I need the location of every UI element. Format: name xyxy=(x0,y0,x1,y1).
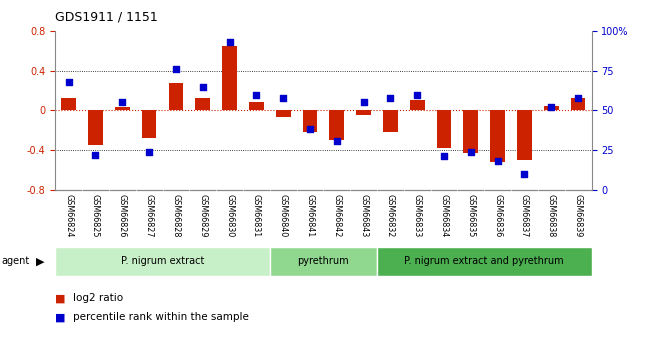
Point xyxy=(171,66,181,72)
Text: agent: agent xyxy=(1,256,29,266)
Text: pyrethrum: pyrethrum xyxy=(298,256,349,266)
Point xyxy=(305,127,315,132)
Point xyxy=(198,84,208,89)
Bar xyxy=(571,98,586,110)
Bar xyxy=(196,99,210,110)
Text: GSM66833: GSM66833 xyxy=(413,194,422,238)
Bar xyxy=(383,110,398,132)
Text: GSM66832: GSM66832 xyxy=(386,194,395,238)
Text: GSM66842: GSM66842 xyxy=(332,194,341,238)
Text: P. nigrum extract: P. nigrum extract xyxy=(121,256,204,266)
Text: GSM66836: GSM66836 xyxy=(493,194,502,238)
Text: GSM66830: GSM66830 xyxy=(225,194,234,238)
Bar xyxy=(517,110,532,160)
Point xyxy=(224,39,235,45)
Bar xyxy=(115,107,129,110)
Text: ■: ■ xyxy=(55,294,66,303)
Bar xyxy=(222,46,237,110)
Text: GSM66825: GSM66825 xyxy=(91,194,100,238)
Text: GSM66838: GSM66838 xyxy=(547,194,556,238)
Text: GSM66828: GSM66828 xyxy=(172,194,181,238)
Text: GSM66827: GSM66827 xyxy=(144,194,153,238)
Point xyxy=(465,149,476,155)
Bar xyxy=(377,247,592,276)
Text: GDS1911 / 1151: GDS1911 / 1151 xyxy=(55,10,158,23)
Point xyxy=(251,92,261,97)
Point xyxy=(278,95,289,100)
Text: GSM66840: GSM66840 xyxy=(279,194,288,238)
Text: GSM66843: GSM66843 xyxy=(359,194,368,238)
Point xyxy=(385,95,396,100)
Text: ▶: ▶ xyxy=(36,256,44,266)
Bar xyxy=(463,110,478,153)
Bar xyxy=(303,110,317,132)
Bar xyxy=(544,106,558,110)
Bar xyxy=(168,82,183,110)
Text: GSM66831: GSM66831 xyxy=(252,194,261,238)
Text: percentile rank within the sample: percentile rank within the sample xyxy=(73,313,250,322)
Bar xyxy=(437,110,451,148)
Point xyxy=(90,152,101,158)
Point xyxy=(439,154,449,159)
Text: GSM66835: GSM66835 xyxy=(466,194,475,238)
Point xyxy=(412,92,423,97)
Bar xyxy=(490,110,505,162)
Text: GSM66824: GSM66824 xyxy=(64,194,73,238)
Point xyxy=(493,158,503,164)
Bar xyxy=(249,102,264,110)
Bar xyxy=(270,247,377,276)
Text: GSM66839: GSM66839 xyxy=(573,194,582,238)
Bar xyxy=(55,247,270,276)
Point xyxy=(546,105,556,110)
Text: log2 ratio: log2 ratio xyxy=(73,294,124,303)
Point xyxy=(573,95,583,100)
Point xyxy=(64,79,74,85)
Text: GSM66829: GSM66829 xyxy=(198,194,207,238)
Bar xyxy=(276,110,291,117)
Point xyxy=(332,138,342,143)
Bar xyxy=(88,110,103,145)
Text: GSM66826: GSM66826 xyxy=(118,194,127,238)
Bar xyxy=(142,110,157,138)
Bar xyxy=(330,110,344,140)
Point xyxy=(358,100,369,105)
Text: GSM66834: GSM66834 xyxy=(439,194,448,238)
Text: GSM66837: GSM66837 xyxy=(520,194,529,238)
Text: P. nigrum extract and pyrethrum: P. nigrum extract and pyrethrum xyxy=(404,256,564,266)
Point xyxy=(144,149,154,155)
Point xyxy=(519,171,530,177)
Bar xyxy=(356,110,371,115)
Text: GSM66841: GSM66841 xyxy=(306,194,315,238)
Bar xyxy=(410,100,424,110)
Bar xyxy=(61,98,76,110)
Point xyxy=(117,100,127,105)
Text: ■: ■ xyxy=(55,313,66,322)
